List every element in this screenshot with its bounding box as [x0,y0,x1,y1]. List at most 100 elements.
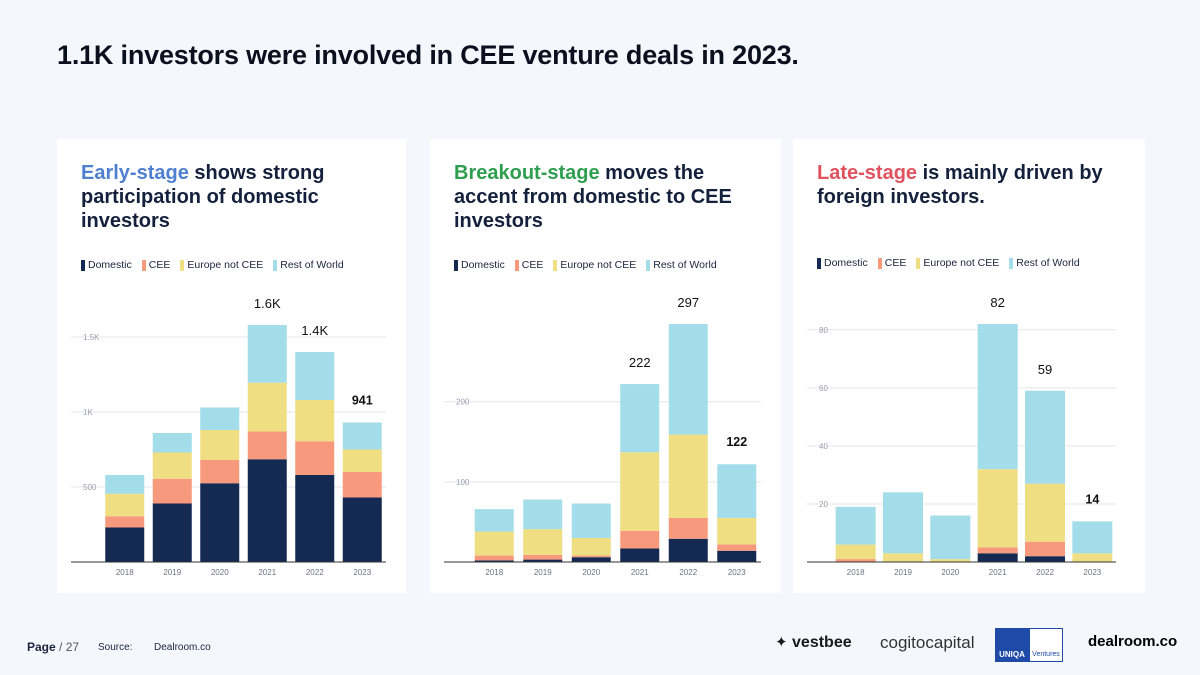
bar-segment-europe-not-cee [1025,483,1065,542]
bar-segment-europe-not-cee [523,529,563,555]
x-tick-label: 2023 [1083,568,1101,577]
total-label: 122 [726,435,747,449]
bar-segment-domestic [523,559,563,562]
bar-segment-europe-not-cee [835,544,876,560]
bar-segment-europe-not-cee [295,400,335,442]
legend-swatch [273,259,278,271]
x-tick-label: 2023 [728,568,746,577]
bar-segment-rest-of-world [247,325,287,383]
x-tick-label: 2021 [631,568,649,577]
bar-segment-rest-of-world [200,407,240,430]
bar-segment-rest-of-world [1072,521,1113,554]
x-tick-label: 2018 [116,568,134,577]
legend: Domestic CEE Europe not CEE Rest of Worl… [817,257,1080,269]
x-tick-label: 2019 [894,568,912,577]
x-tick-label: 2020 [941,568,959,577]
bar-segment-cee [152,478,192,504]
chart-panel-breakout-stage: Breakout-stage moves the accent from dom… [430,139,781,593]
bar-segment-cee [977,547,1018,554]
legend-swatch [141,259,146,271]
bar-segment-europe-not-cee [152,452,192,479]
bar-segment-europe-not-cee [668,434,708,518]
x-tick-label: 2018 [847,568,865,577]
bar-segment-cee [105,516,145,528]
bar-segment-rest-of-world [152,433,192,453]
legend-item-row: Rest of World [273,259,344,271]
x-tick-label: 2023 [353,568,371,577]
y-tick-label: 40 [819,442,828,451]
panel-title-rest: is mainly driven by foreign investors. [817,162,1103,208]
bar-segment-domestic [620,548,660,562]
bar-segment-europe-not-cee [1072,553,1113,562]
bar-segment-domestic [474,560,514,562]
bar-segment-rest-of-world [1025,390,1065,484]
dealroom-logo: dealroom.co [1088,633,1178,650]
bar-segment-rest-of-world [295,352,335,400]
bar-segment-europe-not-cee [200,430,240,460]
bar-segment-cee [835,559,876,562]
x-tick-label: 2021 [989,568,1007,577]
legend-swatch [180,259,185,271]
bar-segment-cee [247,431,287,460]
bar-segment-cee [620,530,660,549]
legend: Domestic CEE Europe not CEE Rest of Worl… [81,259,344,271]
panel-title-highlight: Breakout-stage [454,162,600,184]
legend-item-europe: Europe not CEE [180,259,263,271]
x-tick-label: 2020 [582,568,600,577]
bar-segment-cee [1025,541,1065,557]
bar-segment-rest-of-world [930,515,971,560]
bar-segment-europe-not-cee [930,559,971,562]
bar-segment-cee [342,472,382,498]
bar-segment-domestic [200,483,240,562]
panel-title: Late-stage is mainly driven by foreign i… [817,161,1117,209]
page-count: / 27 [59,640,80,654]
legend-swatch [1009,257,1014,269]
bar-segment-rest-of-world [571,503,611,538]
legend: Domestic CEE Europe not CEE Rest of Worl… [454,259,717,271]
x-tick-label: 2022 [1036,568,1054,577]
bar-segment-rest-of-world [474,509,514,532]
bar-segment-rest-of-world [105,475,145,494]
panel-title-rest: shows strong participation of domestic i… [81,162,325,232]
bar-segment-cee [668,517,708,539]
legend-item-cee: CEE [877,257,906,269]
x-tick-label: 2020 [211,568,229,577]
x-tick-label: 2021 [258,568,276,577]
bar-segment-cee [571,555,611,558]
bar-segment-europe-not-cee [247,382,287,432]
bar-segment-domestic [668,538,708,562]
total-label: 82 [990,295,1004,310]
legend-swatch [454,259,458,271]
bar-segment-europe-not-cee [620,452,660,531]
chart-panel-early-stage: Early-stage shows strong participation o… [57,139,406,593]
y-tick-label: 1.5K [83,333,100,342]
stacked-bar-chart: 20 40 60 80 2018 2019 2020 2021 82 2022 59 2023 14 [807,295,1116,577]
y-tick-label: 1K [83,408,93,417]
legend-swatch [877,257,882,269]
total-label: 59 [1038,362,1052,377]
bar-segment-europe-not-cee [474,531,514,556]
bar-segment-cee [523,554,563,560]
source-label: Source: [98,642,133,653]
bar-segment-domestic [105,527,145,562]
vestbee-logo: ✦ vestbee [775,634,852,651]
bar-segment-rest-of-world [883,492,923,554]
legend-swatch [81,259,85,271]
bar-segment-rest-of-world [977,324,1018,470]
x-tick-label: 2019 [534,568,552,577]
y-tick-label: 100 [456,478,470,487]
total-label: 941 [352,394,373,408]
bar-segment-europe-not-cee [717,517,757,545]
y-tick-label: 80 [819,326,828,335]
vestbee-mark-icon: ✦ [775,634,788,651]
total-label: 14 [1085,492,1099,506]
legend-item-row: Rest of World [646,259,717,271]
legend-swatch [553,259,558,271]
bar-segment-domestic [342,497,382,562]
stacked-bar-chart: 100 200 2018 2019 2020 2021 222 2022 297 2023 122 [444,295,761,577]
bar-segment-domestic [717,550,757,562]
uniqa-right: Ventures [1029,628,1063,662]
panel-title: Early-stage shows strong participation o… [81,161,381,233]
bar-segment-cee [717,544,757,551]
bar-segment-europe-not-cee [105,493,145,517]
